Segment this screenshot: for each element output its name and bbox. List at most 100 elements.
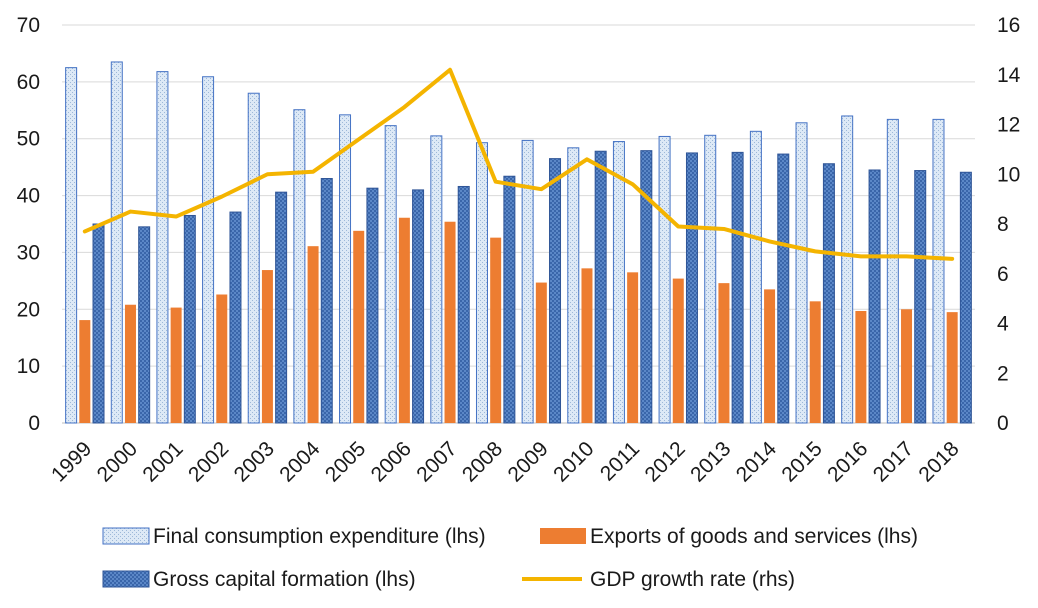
x-tick-label: 2014: [732, 437, 782, 487]
bar-gross-capital-2001: [183, 214, 196, 424]
bar-final-consumption-2018: [932, 118, 945, 424]
bar-final-consumption-2015: [795, 122, 808, 424]
y-axis-right: 0 2 4 6 8 10 12 14 16: [997, 14, 1021, 435]
x-tick-label: 2004: [275, 437, 325, 487]
bar-exports-2011: [627, 272, 639, 423]
bar-exports-2010: [581, 268, 593, 423]
y-right-tick-label: 6: [997, 263, 1009, 286]
y-right-tick-label: 16: [997, 14, 1020, 37]
bar-gross-capital-2003: [275, 191, 288, 424]
bar-gross-capital-2002: [229, 211, 242, 424]
y-right-tick-label: 0: [997, 412, 1009, 435]
bar-gross-capital-2014: [777, 153, 790, 424]
bar-final-consumption-2016: [841, 115, 854, 424]
bar-exports-2001: [170, 307, 182, 423]
bar-exports-2014: [764, 289, 776, 423]
bar-exports-2013: [718, 283, 730, 423]
bar-gross-capital-2012: [685, 152, 698, 424]
bar-final-consumption-2009: [521, 139, 534, 424]
x-tick-label: 2013: [686, 437, 735, 486]
legend-swatch-final-consumption: [102, 527, 150, 545]
bar-gross-capital-2013: [731, 151, 744, 424]
bar-exports-2008: [490, 237, 502, 423]
legend-swatch-exports: [540, 528, 586, 544]
bar-final-consumption-2011: [612, 141, 625, 424]
bar-final-consumption-2007: [430, 135, 443, 424]
bar-final-consumption-2014: [749, 130, 762, 424]
bar-gross-capital-2015: [822, 163, 835, 424]
x-tick-label: 2000: [93, 437, 142, 486]
y-right-tick-label: 4: [997, 313, 1009, 336]
y-left-tick-label: 70: [17, 14, 40, 37]
x-tick-label: 2009: [504, 437, 553, 486]
legend: Final consumption expenditure (lhs) Expor…: [102, 525, 918, 591]
bar-gross-capital-2004: [320, 178, 333, 424]
bar-final-consumption-2010: [567, 147, 580, 424]
bar-exports-2004: [307, 246, 319, 423]
bar-exports-2006: [398, 217, 410, 423]
y-left-tick-label: 0: [28, 412, 40, 435]
bar-exports-2017: [901, 309, 913, 423]
y-left-tick-label: 40: [17, 185, 40, 208]
bar-gross-capital-1999: [92, 223, 105, 424]
x-tick-label: 2015: [777, 437, 826, 486]
bar-gross-capital-2017: [914, 170, 927, 424]
bar-gross-capital-2011: [640, 150, 653, 424]
x-tick-label: 2002: [184, 437, 233, 486]
bar-exports-2009: [535, 282, 547, 423]
bar-final-consumption-2004: [293, 109, 306, 424]
x-tick-label: 2018: [914, 437, 963, 486]
bar-gross-capital-2000: [138, 226, 151, 424]
bar-final-consumption-2003: [247, 92, 260, 424]
y-left-tick-label: 30: [17, 241, 40, 264]
x-tick-label: 2011: [596, 437, 644, 485]
bar-gross-capital-2008: [503, 175, 516, 424]
bar-exports-2012: [672, 278, 684, 423]
x-tick-label: 2006: [367, 437, 416, 486]
bar-final-consumption-2006: [384, 125, 397, 424]
bar-exports-2007: [444, 221, 456, 423]
x-tick-label: 2016: [823, 437, 872, 486]
bar-final-consumption-2008: [475, 142, 488, 424]
line-gdp-growth: [82, 67, 955, 261]
bar-gross-capital-2016: [868, 169, 881, 424]
bar-exports-2003: [261, 270, 273, 423]
bar-gross-capital-2009: [549, 158, 562, 424]
bar-final-consumption-2001: [156, 71, 169, 424]
x-tick-label: 2005: [321, 437, 370, 486]
bar-final-consumption-2013: [704, 134, 717, 424]
x-axis: 1999200020012002200320042005200620072008…: [47, 437, 964, 487]
x-tick-label: 2008: [458, 437, 507, 486]
y-left-tick-label: 50: [17, 128, 40, 151]
x-tick-label: 2010: [549, 437, 598, 486]
y-left-tick-label: 20: [17, 298, 40, 321]
bars-layer: [65, 61, 972, 424]
x-tick-label: 2007: [412, 437, 461, 486]
bar-exports-2015: [809, 301, 821, 423]
bar-exports-2002: [216, 294, 228, 423]
bar-gross-capital-2005: [366, 187, 379, 424]
x-tick-label: 2003: [230, 437, 279, 486]
gridlines: [62, 24, 975, 424]
y-axis-left: 0 10 20 30 40 50 60 70: [17, 14, 40, 435]
legend-swatch-gross-capital: [102, 570, 150, 588]
y-right-tick-label: 14: [997, 64, 1021, 87]
line-layer: [82, 67, 955, 261]
bar-final-consumption-2002: [202, 76, 215, 424]
y-right-tick-label: 12: [997, 114, 1020, 137]
y-right-tick-label: 10: [997, 163, 1020, 186]
y-right-tick-label: 2: [997, 362, 1009, 385]
bar-exports-2005: [353, 230, 365, 423]
y-right-tick-label: 8: [997, 213, 1009, 236]
legend-label: Exports of goods and services (lhs): [590, 525, 918, 548]
bar-gross-capital-2018: [959, 171, 972, 424]
y-left-tick-label: 60: [17, 71, 40, 94]
legend-label: GDP growth rate (rhs): [590, 568, 795, 591]
y-left-tick-label: 10: [17, 355, 40, 378]
bar-gross-capital-2006: [412, 189, 425, 424]
x-tick-label: 1999: [47, 437, 96, 486]
legend-label: Gross capital formation (lhs): [153, 568, 416, 591]
x-tick-label: 2001: [138, 437, 187, 486]
